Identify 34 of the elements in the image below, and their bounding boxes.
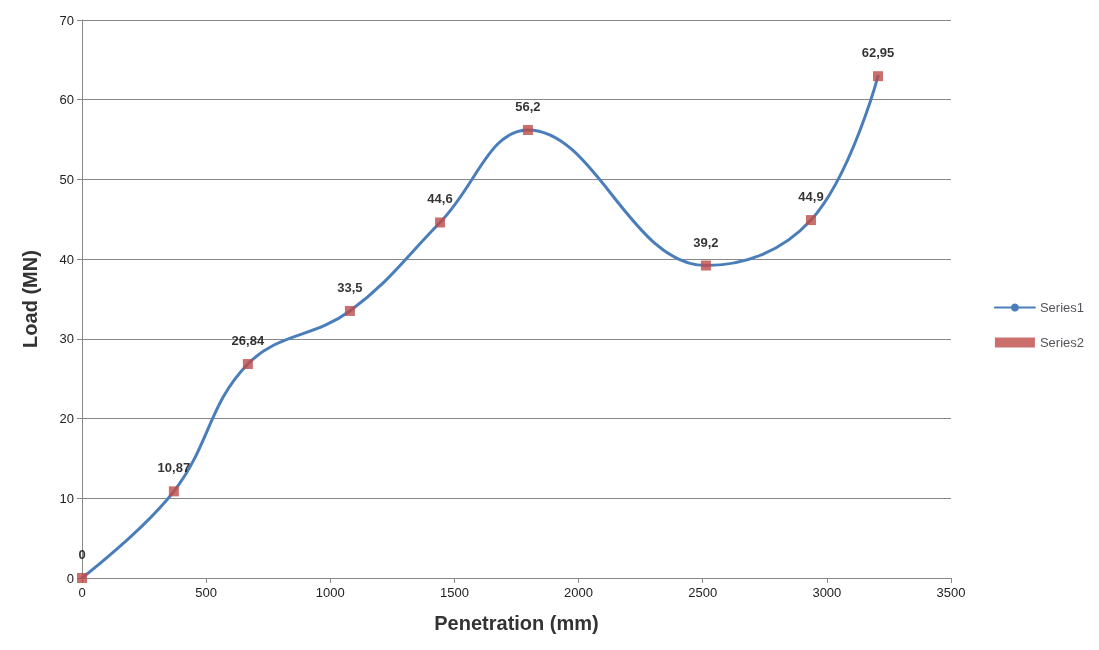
- x-tick-label: 0: [78, 585, 86, 600]
- x-tick-label: 500: [195, 585, 217, 600]
- data-label: 56,2: [515, 99, 541, 115]
- point: [873, 71, 883, 82]
- x-tick-label: 1500: [439, 585, 469, 600]
- data-label: 62,95: [861, 45, 895, 61]
- data-label: 39,2: [693, 234, 719, 250]
- point: [700, 260, 711, 271]
- y-tick-label: 20: [59, 411, 74, 427]
- point: [344, 305, 355, 316]
- y-tick-label: 40: [59, 251, 74, 267]
- data-label: 44,9: [798, 189, 824, 205]
- y-tick-label: 0: [66, 570, 74, 586]
- x-tick-label: 2000: [564, 585, 594, 600]
- point: [522, 125, 533, 136]
- data-label: 44,6: [427, 191, 453, 207]
- point: [805, 215, 816, 226]
- point: [168, 486, 179, 497]
- x-tick-label: 3000: [812, 585, 842, 600]
- x-tick-label: 2500: [688, 585, 718, 600]
- x-axis-title: Penetration (mm): [434, 612, 599, 634]
- data-label: 33,5: [337, 279, 363, 295]
- point: [242, 359, 253, 370]
- y-tick-label: 10: [59, 490, 74, 506]
- legend-label: Series1: [1039, 300, 1084, 315]
- y-axis-title: Load (MN): [19, 250, 41, 348]
- y-tick-label: 50: [59, 171, 74, 187]
- legend-label: Series2: [1039, 335, 1084, 350]
- y-tick-label: 30: [59, 331, 74, 347]
- y-tick-label: 60: [59, 92, 74, 108]
- x-tick-label: 3500: [936, 585, 966, 600]
- x-tick-label: 1000: [315, 585, 345, 600]
- point: [435, 217, 446, 228]
- y-tick-label: 70: [59, 12, 74, 28]
